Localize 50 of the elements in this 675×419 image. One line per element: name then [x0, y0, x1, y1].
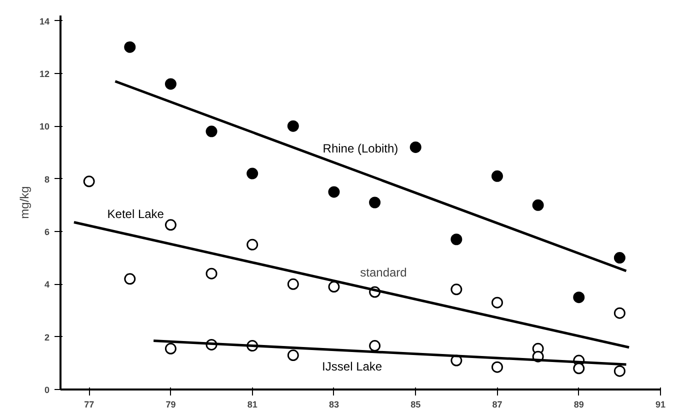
x-tick-label: 79 [166, 400, 176, 410]
x-tick-label: 91 [655, 400, 666, 410]
x-tick-label: 87 [492, 400, 502, 410]
y-tick-label: 10 [39, 122, 50, 132]
series-label: Ketel Lake [107, 206, 164, 221]
point [450, 234, 462, 246]
x-tick-label: 77 [84, 400, 94, 410]
point [369, 196, 381, 208]
point [246, 168, 258, 180]
x-tick-label: 83 [328, 400, 339, 410]
point [410, 141, 422, 153]
x-tick-label: 89 [574, 400, 584, 410]
x-tick-label: 85 [410, 400, 421, 410]
y-tick-label: 12 [39, 68, 50, 79]
point [614, 252, 626, 264]
x-tick-label: 81 [247, 400, 258, 410]
point [328, 281, 340, 293]
point [614, 307, 626, 319]
point [491, 361, 503, 373]
point [83, 176, 95, 188]
point [287, 120, 299, 132]
y-tick-label: 2 [44, 332, 50, 342]
series-label: Rhine (Lobith) [322, 141, 398, 156]
point [124, 273, 136, 285]
point [573, 292, 585, 304]
point [450, 284, 462, 296]
point [532, 199, 544, 211]
point [328, 186, 340, 198]
point [164, 219, 176, 231]
y-tick-label: 4 [44, 280, 50, 290]
point [369, 340, 381, 352]
point [287, 350, 299, 361]
point [206, 268, 218, 280]
annotation: standard [360, 266, 407, 280]
y-tick-label: 14 [39, 16, 50, 26]
y-tick-label: 0 [44, 385, 50, 395]
point [573, 362, 585, 374]
y-tick-label: 6 [44, 226, 50, 237]
point [164, 342, 176, 354]
point [246, 238, 258, 250]
point [124, 41, 136, 53]
point [206, 126, 218, 138]
point [491, 170, 503, 182]
point [491, 296, 503, 308]
point [614, 365, 626, 377]
point [287, 278, 299, 290]
y-tick-label: 8 [44, 174, 50, 184]
point [164, 78, 176, 90]
y-axis-title: mg/kg [17, 186, 32, 219]
series-label: IJssel Lake [322, 360, 382, 374]
